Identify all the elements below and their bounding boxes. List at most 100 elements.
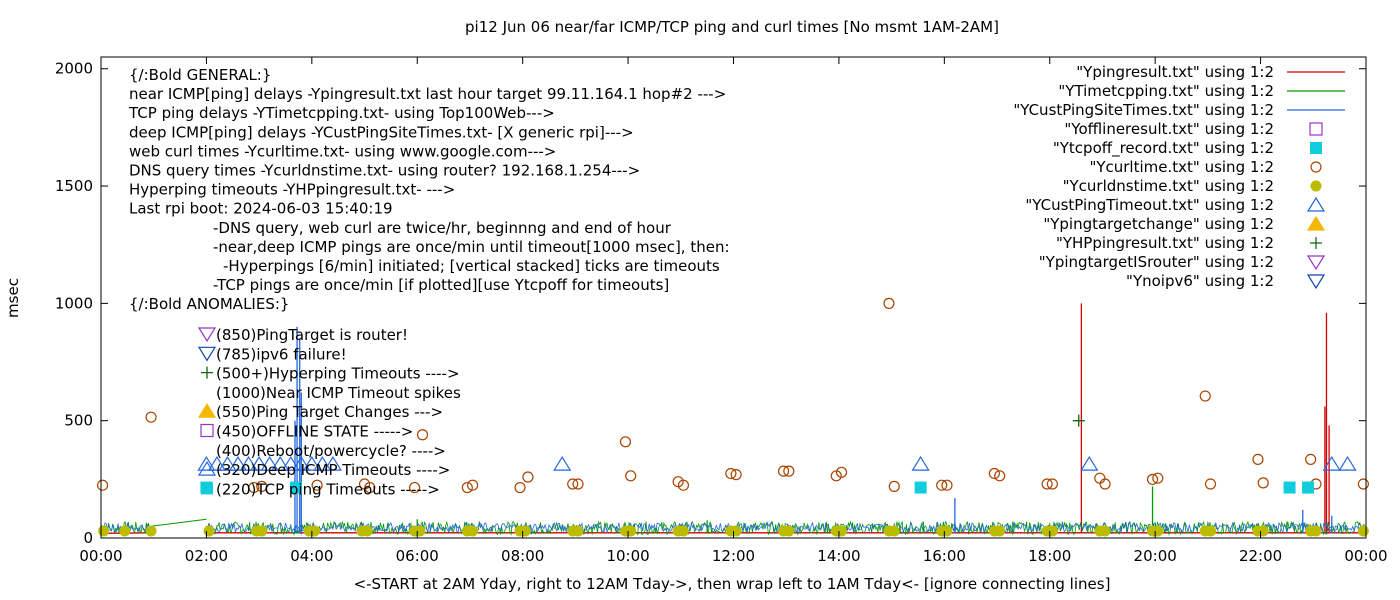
legend-marker-6	[1310, 180, 1322, 192]
anomaly-8: (220)TCP ping Timeouts ----->	[216, 480, 440, 498]
series-0-point-4	[311, 479, 323, 491]
series-0-point-37	[1199, 390, 1211, 402]
note-11: -TCP pings are once/min [if plotted][use…	[213, 276, 669, 294]
anomaly-marker-5	[200, 423, 214, 438]
series-0-point-14	[572, 478, 584, 490]
legend-label-8: "Ypingtargetchange" using 1:2	[1043, 215, 1274, 233]
series-0-point-41	[1305, 453, 1317, 465]
series-0-point-8	[416, 429, 429, 441]
note-4: web curl times -Ycurltime.txt- using www…	[129, 142, 556, 160]
legend-marker-5	[1310, 161, 1322, 173]
series-3-point-11	[313, 455, 332, 471]
notes-layer: {/:Bold GENERAL:}near ICMP[ping] delays …	[128, 66, 730, 498]
x-tick-label-11: 22:00	[1239, 547, 1282, 565]
series-0-point-30	[994, 470, 1006, 482]
series-1-point-23	[730, 525, 742, 537]
legend-marker-3	[1309, 122, 1323, 136]
series-0-point-31	[1041, 478, 1053, 490]
note-7: Last rpi boot: 2024-06-03 15:40:19	[129, 200, 393, 218]
anomaly-2: (500+)Hyperping Timeouts ---->	[216, 365, 460, 383]
series-0-point-29	[988, 467, 1001, 480]
note-9: -near,deep ICMP pings are once/min until…	[213, 238, 730, 256]
series-0-point-26	[888, 480, 900, 492]
legend-layer: "Ypingresult.txt" using 1:2"YTimetcpping…	[1013, 63, 1345, 290]
series-0-point-6	[364, 481, 376, 494]
y-tick-label-3: 1500	[55, 177, 93, 195]
series-2-point-3	[1283, 481, 1296, 494]
y-axis-label: msec	[4, 278, 22, 318]
series-0-point-22	[783, 465, 795, 477]
series-6-ramp	[151, 518, 207, 527]
legend-label-2: "YCustPingSiteTimes.txt" using 1:2	[1013, 101, 1274, 119]
chart-title: pi12 Jun 06 near/far ICMP/TCP ping and c…	[465, 18, 999, 36]
series-1-point-7	[308, 525, 320, 537]
series-1-point-13	[467, 525, 479, 537]
legend-marker-8	[1306, 215, 1326, 231]
series-3-point-3	[228, 455, 248, 471]
series-1-point-0	[98, 525, 110, 537]
series-0-point-36	[1152, 472, 1164, 484]
series-1-point-39	[1152, 525, 1164, 537]
series-1-point-29	[888, 525, 900, 537]
series-1-point-21	[677, 525, 689, 537]
series-0-point-3	[256, 480, 268, 492]
note-3: deep ICMP[ping] delays -YCustPingSiteTim…	[129, 123, 634, 141]
x-tick-label-10: 20:00	[1134, 547, 1177, 565]
series-0-point-16	[625, 470, 637, 482]
series-1-point-5	[256, 525, 268, 537]
note-1: near ICMP[ping] delays -Ypingresult.txt …	[129, 85, 726, 103]
x-tick-label-9: 18:00	[1028, 547, 1071, 565]
x-tick-label-4: 08:00	[501, 547, 544, 565]
legend-label-0: "Ypingresult.txt" using 1:2	[1076, 63, 1274, 81]
series-0-point-34	[1099, 478, 1111, 490]
series-1-point-37	[1099, 525, 1111, 537]
series-0-point-33	[1094, 472, 1106, 484]
series-0-point-25	[883, 297, 895, 309]
y-tick-label-4: 2000	[55, 60, 93, 78]
series-3-point-6	[260, 455, 279, 471]
series-layer	[96, 297, 1369, 537]
y-tick-label-1: 500	[64, 412, 93, 430]
series-1-point-27	[836, 525, 848, 537]
note-8: -DNS query, web curl are twice/hr, begin…	[213, 219, 672, 237]
series-0-point-1	[145, 411, 157, 423]
series-0-point-15	[619, 436, 632, 448]
anomaly-4: (550)Ping Target Changes --->	[216, 403, 443, 421]
series-0-point-24	[835, 466, 848, 478]
anomaly-1: (785)ipv6 failure!	[216, 345, 347, 363]
y-tick-label-0: 0	[83, 529, 93, 547]
series-3-point-12	[323, 455, 342, 471]
series-0-point-38	[1204, 478, 1217, 490]
series-1-point-17	[572, 525, 584, 537]
series-0-point-2	[248, 481, 260, 494]
x-tick-label-1: 02:00	[185, 547, 228, 565]
series-3-point-0	[197, 455, 216, 471]
series-1-point-1	[119, 525, 131, 537]
series-3-point-16	[1322, 455, 1341, 471]
series-0-point-32	[1046, 478, 1058, 490]
legend-label-6: "Ycurldnstime.txt" using 1:2	[1063, 177, 1274, 195]
series-0-point-18	[677, 479, 690, 491]
series-1-point-25	[783, 525, 795, 537]
series-1-point-15	[519, 525, 531, 537]
series-3-point-14	[911, 455, 930, 471]
x-tick-label-7: 14:00	[817, 547, 860, 565]
x-axis-label: <-START at 2AM Yday, right to 12AM Tday-…	[354, 575, 1111, 593]
note-5: DNS query times -Ycurldnstime.txt- using…	[129, 162, 640, 180]
series-3-point-10	[302, 455, 321, 471]
x-tick-label-12: 00:00	[1344, 547, 1387, 565]
legend-label-4: "Ytcpoff_record.txt" using 1:2	[1053, 139, 1274, 158]
legend-label-5: "Ycurltime.txt" using 1:2	[1089, 158, 1274, 176]
series-3-point-4	[239, 455, 258, 471]
series-3-point-15	[1080, 455, 1099, 471]
note-6: Hyperping timeouts -YHPpingresult.txt- -…	[129, 181, 455, 199]
series-3-point-1	[207, 455, 227, 471]
x-tick-label-2: 04:00	[290, 547, 333, 565]
anomaly-marker-2	[201, 366, 213, 379]
note-0: {/:Bold GENERAL:}	[129, 66, 271, 84]
legend-marker-4	[1310, 142, 1322, 154]
series-0-point-28	[941, 479, 953, 491]
x-tick-label-0: 00:00	[79, 547, 122, 565]
series-0-point-10	[466, 479, 479, 491]
